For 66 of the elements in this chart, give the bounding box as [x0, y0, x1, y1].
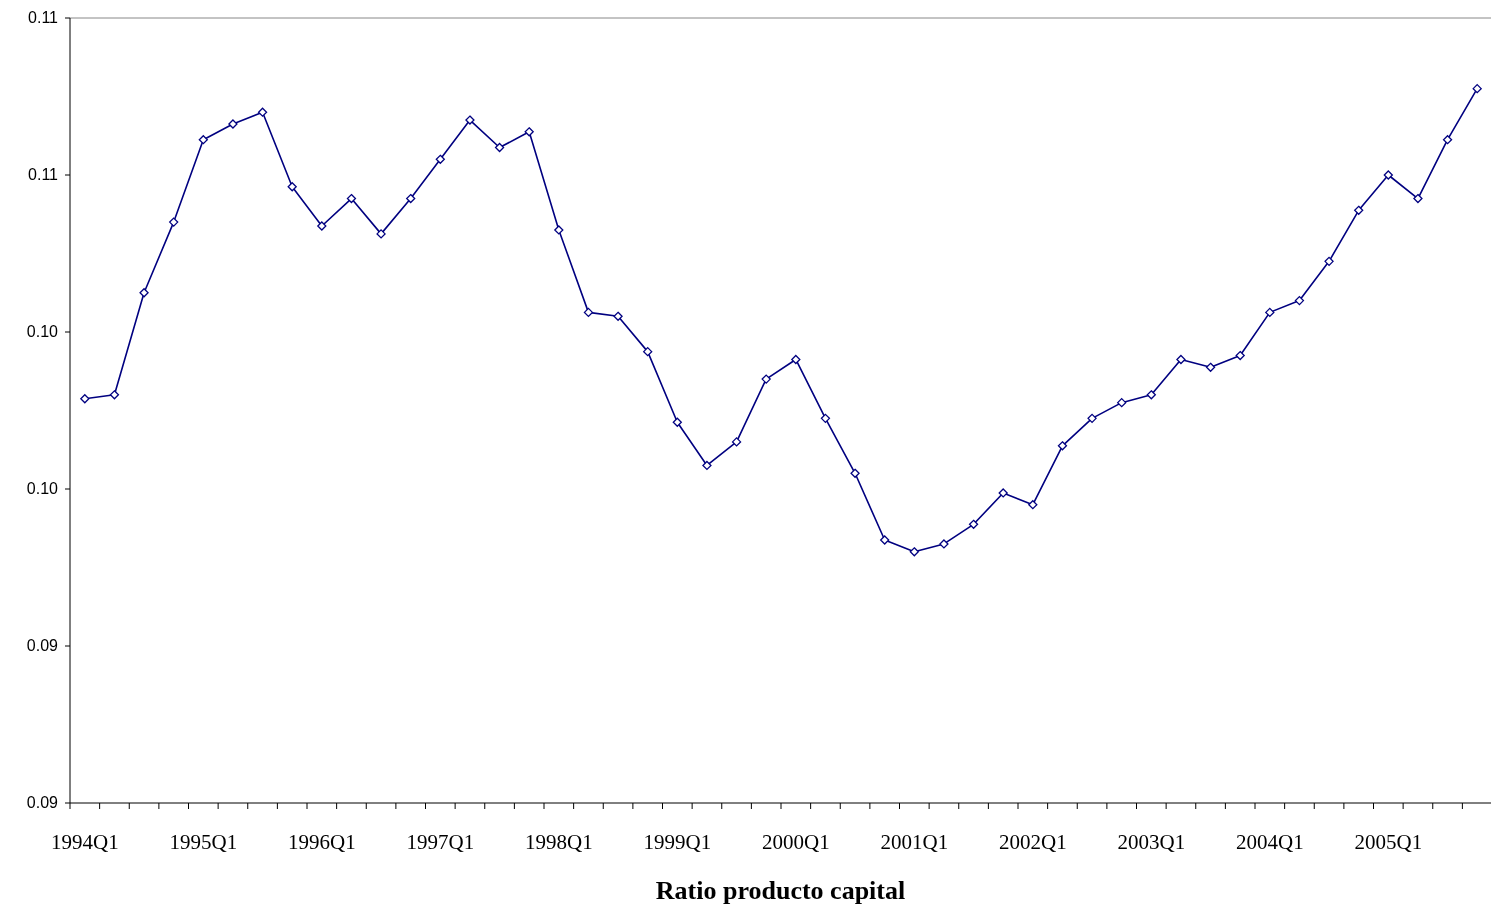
point — [1442, 135, 1453, 145]
x-tick-label: 2000Q1 — [761, 830, 830, 854]
point — [1383, 170, 1393, 180]
point — [702, 460, 712, 471]
point — [998, 488, 1008, 498]
x-tick-label: 2001Q1 — [880, 830, 949, 854]
point — [583, 307, 594, 318]
point — [909, 547, 919, 557]
point — [880, 535, 890, 545]
x-axis-title: Ratio producto capital — [655, 876, 906, 905]
point — [317, 221, 327, 231]
point — [435, 154, 445, 164]
point — [1176, 354, 1186, 365]
point — [198, 135, 208, 145]
point — [1205, 362, 1216, 372]
point — [1472, 84, 1482, 94]
x-tick-label: 2002Q1 — [998, 830, 1067, 854]
x-tick-label: 1999Q1 — [643, 830, 712, 854]
point — [1028, 500, 1038, 510]
y-tick-label: 0.10 — [26, 480, 59, 497]
point — [1057, 441, 1068, 451]
point — [820, 413, 831, 423]
point — [228, 119, 238, 129]
y-tick-label: 0.10 — [26, 323, 59, 340]
point — [109, 390, 120, 400]
x-tick-label: 2005Q1 — [1354, 830, 1423, 854]
point — [968, 519, 979, 529]
point — [1294, 295, 1305, 306]
point — [1354, 205, 1364, 215]
point — [376, 229, 386, 239]
point — [287, 182, 297, 192]
point — [1146, 390, 1156, 400]
point — [80, 394, 90, 404]
x-tick-label: 1995Q1 — [169, 830, 238, 854]
y-tick-label: 0.11 — [28, 166, 59, 183]
point — [850, 468, 860, 478]
point — [1265, 307, 1275, 318]
point — [939, 539, 949, 549]
y-tick-label: 0.11 — [28, 9, 59, 26]
point — [1413, 193, 1423, 204]
point — [1087, 413, 1097, 423]
point — [139, 288, 149, 298]
x-tick-label: 2003Q1 — [1117, 830, 1186, 854]
point — [554, 225, 564, 235]
point — [169, 217, 179, 227]
y-tick-label: 0.09 — [26, 794, 59, 811]
point — [1324, 256, 1334, 266]
x-tick-label: 1998Q1 — [524, 830, 593, 854]
x-tick-label: 1996Q1 — [287, 830, 356, 854]
point — [613, 311, 623, 321]
point — [731, 437, 742, 447]
point — [346, 193, 357, 204]
point — [643, 346, 653, 357]
point — [257, 107, 268, 117]
point — [406, 193, 416, 204]
point — [524, 127, 534, 137]
point — [672, 417, 682, 427]
point — [1235, 350, 1245, 361]
point — [761, 374, 771, 384]
x-tick-label: 1994Q1 — [50, 830, 119, 854]
point — [791, 354, 801, 365]
x-tick-label: 1997Q1 — [406, 830, 475, 854]
point — [1117, 398, 1127, 408]
point — [465, 115, 475, 125]
y-tick-label: 0.09 — [26, 637, 59, 654]
x-tick-label: 2004Q1 — [1235, 830, 1304, 854]
